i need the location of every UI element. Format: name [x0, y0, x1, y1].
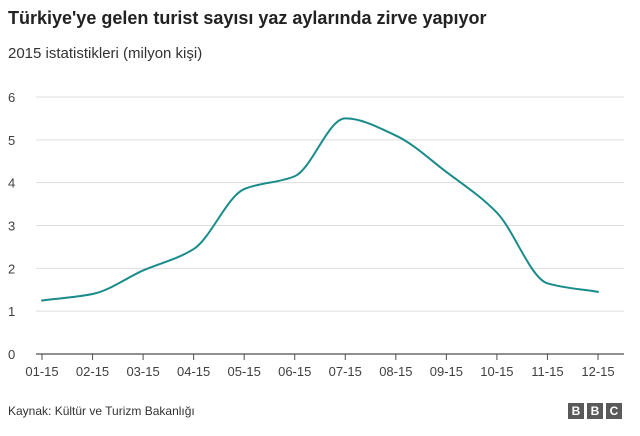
x-tick-label: 12-15	[581, 364, 614, 379]
source-note: Kaynak: Kültür ve Turizm Bakanlığı	[8, 404, 195, 418]
x-tick-label: 07-15	[329, 364, 362, 379]
x-tick-label: 08-15	[379, 364, 412, 379]
x-tick-label: 04-15	[177, 364, 210, 379]
y-tick-label: 5	[8, 133, 15, 148]
series-line	[41, 117, 599, 302]
x-tick-label: 03-15	[126, 364, 159, 379]
chart-subtitle: 2015 istatistikleri (milyon kişi)	[8, 45, 203, 62]
x-tick-label: 10-15	[480, 364, 513, 379]
y-tick-label: 1	[8, 304, 15, 319]
bbc-logo-letter-3: C	[606, 403, 622, 419]
y-tick-label: 6	[8, 90, 15, 105]
bbc-logo-letter-1: B	[568, 403, 584, 419]
y-tick-label: 0	[8, 347, 15, 362]
x-tick-label: 01-15	[25, 364, 58, 379]
x-tick-label: 05-15	[228, 364, 261, 379]
y-tick-label: 4	[8, 176, 15, 191]
bbc-logo-letter-2: B	[587, 403, 603, 419]
x-tick-label: 06-15	[278, 364, 311, 379]
y-tick-labels: 0 1 2 3 4 5 6	[8, 90, 15, 362]
y-tick-label: 2	[8, 261, 15, 276]
x-tick-label: 02-15	[76, 364, 109, 379]
grid-layer	[36, 96, 624, 355]
x-tick-label: 11-15	[531, 364, 563, 379]
chart-title: Türkiye'ye gelen turist sayısı yaz aylar…	[8, 8, 487, 28]
x-tick-label: 09-15	[430, 364, 463, 379]
line-chart: 0 1 2 3 4 5 6 01-15 02-15 03-15 04-15 05-15 06-15 07…	[8, 90, 624, 379]
x-tick-labels: 01-15 02-15 03-15 04-15 05-15 06-15 07-15 08-15…	[25, 354, 615, 379]
series-layer	[41, 117, 599, 302]
bbc-logo: B B C	[568, 403, 622, 419]
y-tick-label: 3	[8, 219, 15, 234]
